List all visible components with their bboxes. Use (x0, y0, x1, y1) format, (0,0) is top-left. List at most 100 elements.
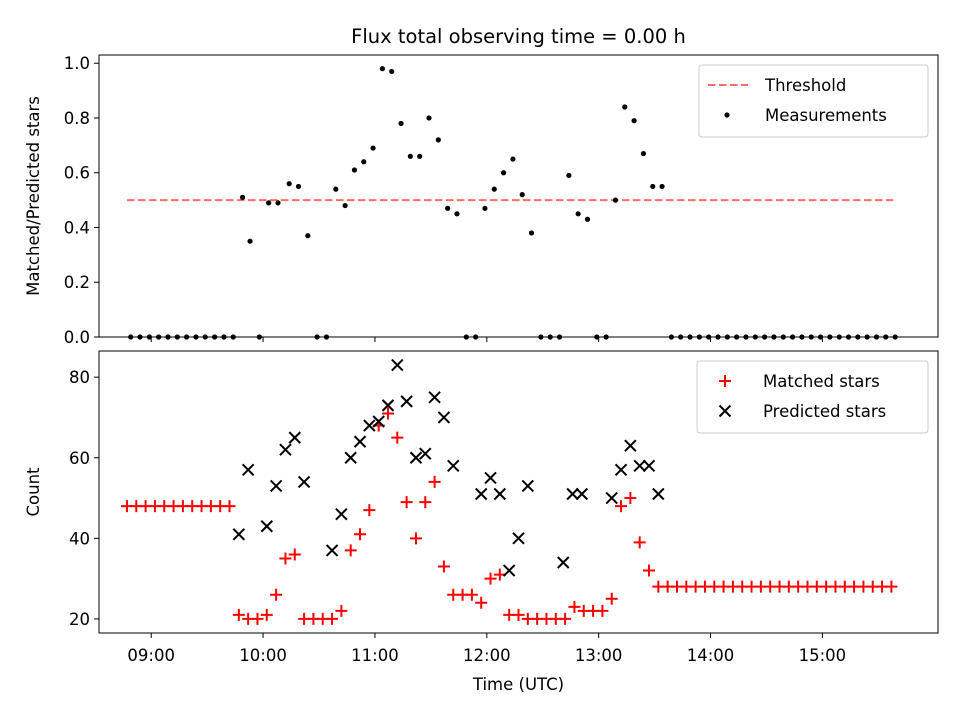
matched-star-point (400, 496, 413, 509)
chart-title: Flux total observing time = 0.00 h (351, 25, 686, 48)
predicted-star-point (269, 479, 283, 493)
matched-star-point (437, 560, 450, 573)
measurement-point (519, 192, 525, 198)
measurement-point (379, 66, 385, 72)
predicted-star-point (241, 463, 255, 477)
matched-star-point (484, 572, 497, 585)
predicted-star-point (633, 459, 646, 473)
predicted-star-point (325, 544, 339, 557)
matched-star-point (279, 552, 292, 565)
legend-label: Matched stars (763, 372, 880, 391)
x-tick-label: 10:00 (239, 646, 287, 665)
measurement-point (361, 159, 367, 165)
measurement-point (500, 170, 507, 176)
matched-star-point (419, 496, 432, 509)
predicted-star-point (381, 399, 395, 412)
measurement-point (305, 233, 311, 239)
matched-star-point (559, 612, 572, 625)
predicted-star-point (557, 556, 570, 569)
matched-star-point (391, 431, 404, 444)
x-tick-label: 13:00 (575, 646, 623, 665)
predicted-star-point (502, 564, 516, 577)
measurement-point (370, 145, 376, 151)
matched-star-point (465, 588, 478, 601)
predicted-star-point (260, 520, 274, 533)
measurement-point (247, 238, 253, 244)
predicted-star-point (363, 419, 376, 432)
x-axis-title: Time (UTC) (472, 675, 564, 694)
measurement-point (333, 186, 339, 192)
matched-star-point (475, 596, 488, 609)
matched-star-point (624, 492, 637, 505)
y-tick-label: 80 (69, 368, 90, 387)
legend-box (698, 64, 929, 138)
matched-star-point (568, 600, 581, 613)
y-tick-label: 40 (69, 529, 90, 548)
legend-label: Predicted stars (763, 402, 886, 421)
legend-measurement-swatch (724, 112, 730, 118)
x-tick-label: 15:00 (799, 646, 847, 665)
top-panel: 0.0 0.2 0.4 0.6 0.8 1.0 Matched/Predicted star… (24, 54, 939, 347)
predicted-star-point (484, 471, 497, 485)
matched-star-point (885, 580, 898, 593)
measurement-point (445, 205, 451, 211)
predicted-star-point (297, 475, 311, 489)
matched-star-point (643, 564, 656, 577)
predicted-star-point (521, 479, 535, 493)
matched-star-point (615, 500, 628, 513)
legend-box (696, 360, 929, 434)
predicted-star-point (652, 487, 665, 501)
x-tick-label: 14:00 (687, 646, 735, 665)
matched-star-point (428, 475, 441, 488)
measurement-point (417, 153, 423, 159)
measurement-point (351, 167, 358, 173)
y-axis-title: Count (24, 467, 43, 517)
measurement-point (482, 205, 488, 211)
matched-star-point (260, 608, 273, 621)
predicted-star-point (493, 487, 507, 501)
bottom-panel: 20 40 60 80 09:00 10:00 11:00 12:00 13:00 14:00 15… (24, 350, 939, 665)
legend-label: Threshold (764, 76, 846, 95)
y-tick-label: 0.8 (64, 109, 90, 128)
matched-star-point (344, 544, 357, 557)
measurement-point (342, 202, 348, 209)
predicted-star-point (232, 528, 246, 541)
measurement-point (407, 153, 413, 159)
predicted-star-point (400, 395, 413, 408)
y-tick-label: 1.0 (64, 54, 90, 73)
matched-star-point (605, 592, 618, 605)
measurement-point (286, 181, 292, 187)
y-axis-title: Matched/Predicted stars (24, 96, 43, 296)
matched-star-point (251, 612, 264, 625)
matched-star-point (512, 608, 525, 621)
predicted-star-point (419, 447, 432, 460)
measurement-point (650, 183, 656, 190)
predicted-star-point (447, 459, 460, 473)
axes-frame (98, 54, 939, 338)
measurement-point (426, 115, 432, 121)
predicted-star-point (344, 451, 357, 464)
matched-star-point (381, 407, 394, 420)
measurement-point (435, 137, 441, 143)
matched-star-point (409, 532, 422, 545)
predicted-star-point (437, 411, 451, 424)
measurement-point (575, 211, 581, 217)
predicted-star-point (428, 391, 441, 404)
predicted-star-point (605, 491, 618, 505)
matched-star-point (223, 500, 236, 513)
predicted-star-point (566, 487, 579, 501)
matched-star-point (363, 504, 376, 517)
predicted-star-point (288, 431, 301, 444)
predicted-star-point (279, 443, 292, 456)
matched-star-point (596, 604, 609, 617)
measurement-point (528, 230, 535, 236)
predicted-star-point (372, 415, 385, 428)
y-tick-label: 0.4 (64, 218, 90, 237)
predicted-star-point (391, 358, 404, 372)
predicted-star-point (614, 463, 628, 477)
measurement-point (622, 104, 628, 110)
measurement-point (398, 120, 404, 127)
legend-matched-swatch (719, 375, 731, 387)
measurement-point (584, 216, 591, 222)
